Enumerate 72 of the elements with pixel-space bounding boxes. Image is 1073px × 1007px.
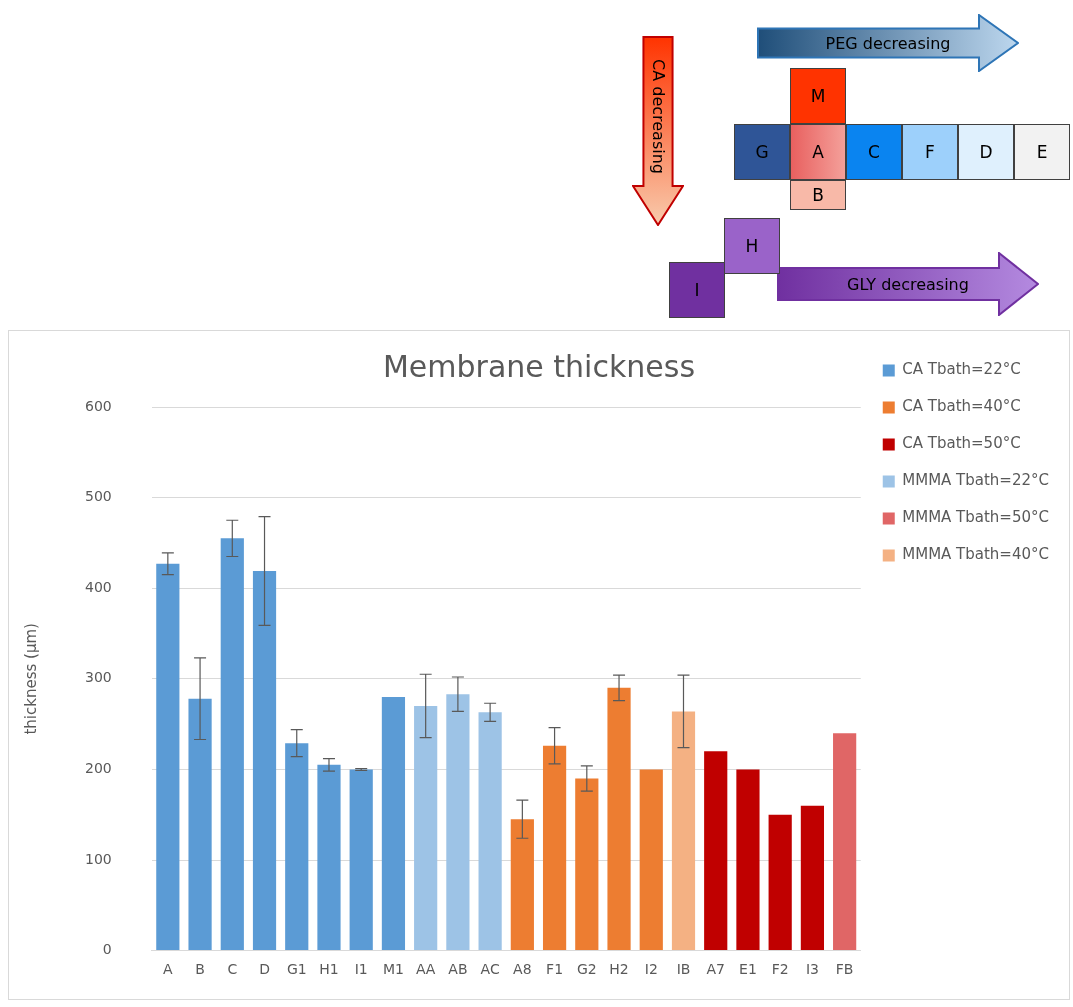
bar <box>704 751 728 951</box>
labelled-tile: I <box>669 262 725 318</box>
legend-label: MMMA Tbath=22°C <box>902 471 1049 490</box>
bar <box>833 733 857 951</box>
x-tick-label: FB <box>835 960 854 977</box>
legend-label: CA Tbath=22°C <box>902 360 1021 379</box>
bar <box>414 705 438 951</box>
x-tick-label: M1 <box>382 960 404 977</box>
x-tick-label: AC <box>480 960 500 977</box>
labelled-tile: B <box>790 180 846 210</box>
labelled-tile: C <box>846 124 902 180</box>
x-tick-label: AA <box>415 960 436 977</box>
x-tick-label: I2 <box>644 960 658 977</box>
legend-label: MMMA Tbath=50°C <box>902 508 1049 527</box>
x-tick-label: A <box>163 960 174 977</box>
arrow-icon: CA decreasing <box>632 36 684 226</box>
x-tick-label: G1 <box>286 960 307 977</box>
x-tick-label: AB <box>448 960 468 977</box>
labelled-tile: H <box>724 218 780 274</box>
labelled-tile: D <box>958 124 1014 180</box>
labelled-tile: A <box>790 124 846 180</box>
x-tick-label: F2 <box>771 960 789 977</box>
x-tick-label: B <box>195 960 205 977</box>
bar <box>607 687 631 951</box>
y-tick-label: 200 <box>84 760 112 777</box>
x-tick-label: D <box>259 960 270 977</box>
labelled-tile: F <box>902 124 958 180</box>
y-tick-label: 500 <box>84 488 112 505</box>
bar <box>800 805 825 951</box>
bar <box>188 698 212 951</box>
bar <box>478 712 502 951</box>
bar <box>639 769 663 951</box>
y-tick-label: 400 <box>84 578 112 595</box>
bar <box>446 694 470 951</box>
x-tick-label: I1 <box>354 960 368 977</box>
bar <box>575 778 599 951</box>
legend-label: CA Tbath=50°C <box>902 434 1021 453</box>
x-tick-label: I3 <box>805 960 819 977</box>
x-tick-label: C <box>227 960 238 977</box>
bar <box>542 745 567 951</box>
x-tick-label: A7 <box>706 960 725 977</box>
x-tick-label: A8 <box>513 960 532 977</box>
bar <box>671 711 696 951</box>
bar <box>768 814 792 951</box>
bar <box>349 769 373 951</box>
y-tick-label: 600 <box>84 397 112 414</box>
arrow-icon: GLY decreasing <box>777 252 1039 316</box>
x-tick-label: G2 <box>576 960 597 977</box>
y-tick-label: 100 <box>84 850 112 867</box>
bar <box>156 563 180 951</box>
bar <box>317 764 341 951</box>
labelled-tile: E <box>1014 124 1070 180</box>
chart-title: Membrane thickness <box>382 348 696 384</box>
bar <box>381 696 406 951</box>
arrow-icon: PEG decreasing <box>757 14 1019 72</box>
bar <box>252 570 277 951</box>
bar <box>285 743 309 951</box>
legend-label: MMMA Tbath=40°C <box>902 545 1049 564</box>
x-tick-label: F1 <box>546 960 564 977</box>
y-tick-label: 300 <box>84 669 112 686</box>
bar <box>510 819 534 951</box>
bar <box>736 769 760 951</box>
x-tick-label: IB <box>676 960 691 977</box>
y-axis-title: thickness (µm) <box>21 623 40 735</box>
labelled-tile: M <box>790 68 846 124</box>
labelled-tile: G <box>734 124 790 180</box>
legend-label: CA Tbath=40°C <box>902 397 1021 416</box>
y-tick-label: 0 <box>102 941 112 958</box>
x-tick-label: H1 <box>319 960 339 977</box>
x-tick-label: H2 <box>609 960 629 977</box>
bar <box>220 538 244 951</box>
x-tick-label: E1 <box>739 960 757 977</box>
